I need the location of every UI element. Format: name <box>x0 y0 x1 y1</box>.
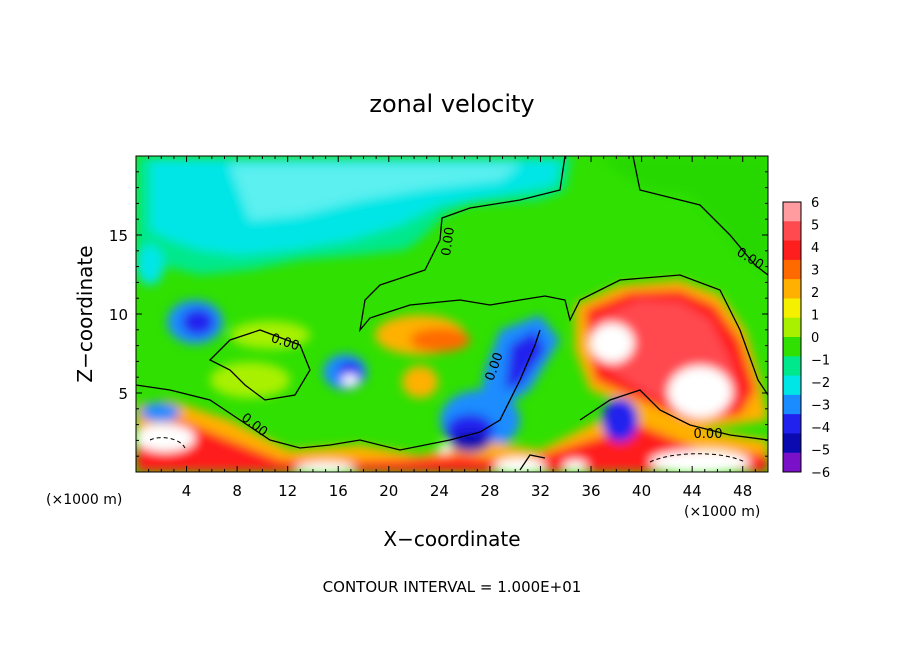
colorbar-swatch <box>783 414 801 434</box>
colorbar-swatch <box>783 298 801 319</box>
x-tick-label: 48 <box>733 482 752 500</box>
colorbar-swatch <box>783 317 801 338</box>
colorbar-label: 3 <box>811 264 819 279</box>
colorbar-label: −4 <box>811 421 830 436</box>
colorbar-swatch <box>783 202 801 222</box>
x-axis: 4 8 12 16 20 24 28 32 36 40 44 48 <box>148 156 756 500</box>
x-tick-label: 12 <box>278 482 297 500</box>
colorbar-swatch <box>783 240 801 261</box>
x-tick-label: 8 <box>232 482 242 500</box>
x-tick-label: 32 <box>531 482 550 500</box>
colorbar-label: 5 <box>811 219 819 234</box>
colorbar-swatch <box>783 221 801 242</box>
heatmap-field: 0.00 0.00 0.00 0.00 0.00 0.00 <box>136 156 768 472</box>
colorbar-label: 4 <box>811 241 819 256</box>
x-tick-label: 16 <box>329 482 348 500</box>
negative-contours <box>149 437 746 463</box>
contour-label: 0.00 <box>694 427 723 442</box>
colorbar-label: 1 <box>811 309 819 324</box>
x-tick-label: 40 <box>632 482 651 500</box>
zero-contours <box>136 156 768 471</box>
colorbar-label: −2 <box>811 376 830 391</box>
colorbar-label: −1 <box>811 354 830 369</box>
x-axis-label: X−coordinate <box>383 527 520 551</box>
y-axis: 5 10 15 <box>109 171 768 457</box>
colorbar-label: 0 <box>811 331 819 346</box>
contour-interval-note: CONTOUR INTERVAL = 1.000E+01 <box>323 578 582 596</box>
y-tick-label: 10 <box>109 306 128 324</box>
colorbar-swatch <box>783 337 801 357</box>
chart-title: zonal velocity <box>369 90 534 118</box>
x-tick-label: 20 <box>379 482 398 500</box>
colorbar-frame <box>782 201 802 473</box>
colorbar-label: 6 <box>811 196 819 211</box>
y-tick-label: 5 <box>118 385 128 403</box>
contour-label: 0.00 <box>439 226 458 257</box>
colorbar-swatch <box>783 356 801 377</box>
colorbar-swatch <box>783 375 801 396</box>
x-tick-label: 4 <box>182 482 192 500</box>
x-unit-left: (×1000 m) <box>46 492 122 508</box>
colorbar: 6 5 4 3 2 1 0 −1 −2 −3 −4 −5 −6 <box>782 196 830 481</box>
x-tick-label: 28 <box>480 482 499 500</box>
x-tick-label: 36 <box>581 482 600 500</box>
y-axis-label: Z−coordinate <box>73 245 97 382</box>
y-tick-label: 15 <box>109 227 128 245</box>
colorbar-swatch <box>783 433 801 454</box>
colorbar-swatch <box>783 259 801 280</box>
colorbar-swatch <box>783 452 801 473</box>
colorbar-label: −6 <box>811 466 830 481</box>
colorbar-label: −5 <box>811 444 830 459</box>
colorbar-label: −3 <box>811 399 830 414</box>
colorbar-label: 2 <box>811 286 819 301</box>
x-tick-label: 44 <box>683 482 702 500</box>
colorbar-swatch <box>783 279 801 299</box>
x-tick-label: 24 <box>430 482 449 500</box>
x-unit-right: (×1000 m) <box>684 504 760 520</box>
colorbar-swatch <box>783 394 801 415</box>
